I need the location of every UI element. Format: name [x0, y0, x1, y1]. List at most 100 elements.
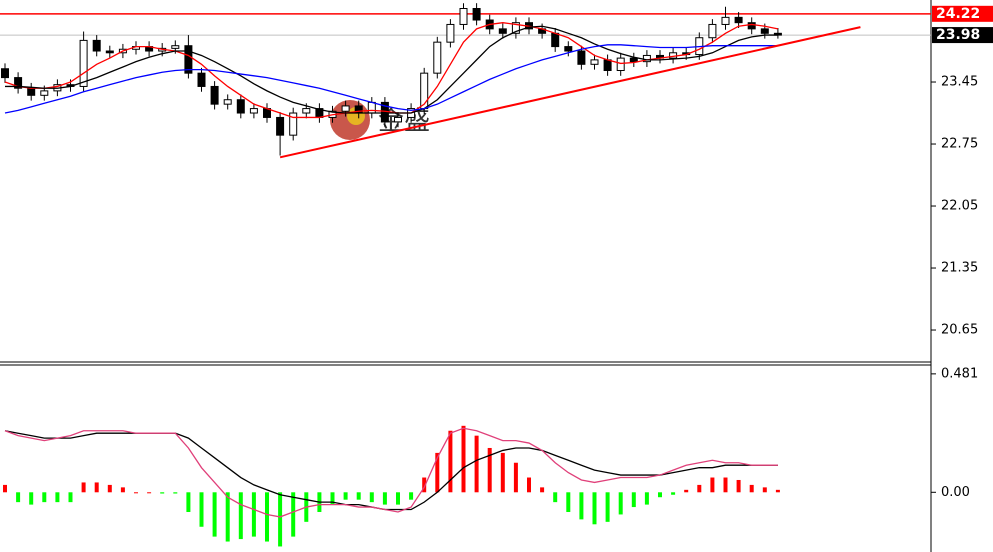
macd-bar [500, 452, 505, 493]
macd-bar [16, 492, 21, 503]
macd-bar [605, 492, 610, 522]
indicator-line [4, 44, 778, 114]
macd-bar [291, 492, 296, 537]
y-tick-label: 20.65 [941, 323, 978, 338]
macd-bar [265, 492, 269, 542]
macd-bar [29, 492, 34, 505]
macd-bar [448, 430, 453, 493]
macd-bar [461, 425, 466, 493]
candle-body [79, 39, 88, 87]
candle-body [1, 68, 9, 79]
macd-bar [749, 484, 754, 493]
y-tick-label: 21.35 [941, 261, 978, 276]
macd-bar [723, 477, 728, 493]
macd-bar [775, 489, 780, 493]
candle-body [105, 50, 114, 54]
candle-body [498, 28, 507, 34]
macd-bar [225, 492, 230, 542]
y-tick-label: 22.75 [941, 137, 978, 152]
macd-bar [435, 452, 440, 493]
macd-bar [42, 492, 47, 503]
macd-bar [527, 477, 531, 493]
candle-body [603, 59, 612, 72]
macd-bar [94, 482, 99, 493]
candle-body [184, 45, 193, 74]
candle-body [564, 46, 573, 52]
macd-bar [592, 492, 597, 525]
candle-body [27, 87, 36, 96]
candle-body [171, 45, 180, 49]
macd-bar [736, 479, 741, 493]
macd-bar [330, 492, 335, 505]
candle-body [629, 57, 638, 63]
candle-body [734, 16, 743, 24]
macd-bar [120, 487, 125, 493]
candle-body [511, 22, 520, 34]
candle-body [577, 50, 586, 65]
candle-body [302, 108, 311, 114]
price-label: 24.22 [936, 6, 980, 22]
candle-body [472, 8, 481, 21]
macd-bar [147, 492, 152, 494]
candle-body [367, 101, 376, 114]
candle-body [551, 32, 560, 48]
macd-bar [68, 492, 73, 503]
indicator-line [5, 25, 778, 114]
macd-bar [134, 492, 138, 494]
macd-bar [684, 489, 689, 493]
macd-bar [422, 477, 427, 493]
candle-body [590, 59, 599, 65]
indicator-line [4, 427, 778, 518]
macd-bar [343, 492, 348, 500]
macd-bar [513, 462, 518, 493]
y-tick-label: 0.00 [941, 485, 970, 500]
macd-bar [762, 487, 767, 493]
macd-bar [487, 447, 492, 493]
macd-bar [3, 484, 7, 493]
candle-body [40, 90, 49, 96]
macd-bar [710, 477, 715, 493]
candle-body [276, 116, 285, 136]
macd-bar [356, 492, 361, 500]
macd-bar [579, 492, 584, 520]
macd-bar [644, 492, 649, 505]
macd-bar [540, 487, 545, 493]
macd-bar [618, 492, 623, 515]
price-label-box [932, 27, 993, 44]
candle-body [446, 23, 455, 43]
macd-bar [697, 484, 702, 493]
macd-bar [107, 484, 112, 493]
macd-bar [631, 492, 636, 508]
macd-bar [474, 435, 479, 493]
candle-body [721, 16, 730, 25]
macd-bar [671, 492, 676, 495]
macd-bar [199, 492, 204, 527]
candle-body [433, 41, 442, 74]
candle-body [616, 57, 625, 72]
macd-bar [553, 492, 558, 503]
macd-bar [566, 492, 571, 512]
candle-body [197, 72, 206, 87]
macd-bar [186, 492, 191, 512]
price-label-box [932, 5, 993, 22]
macd-bar [396, 492, 400, 505]
macd-bar [382, 492, 387, 505]
price-label: 23.98 [936, 27, 980, 43]
candle-body [210, 85, 219, 105]
macd-bar [369, 492, 374, 503]
trendline [279, 26, 861, 159]
macd-bar [278, 492, 283, 547]
candle-body [747, 22, 756, 30]
macd-bar [658, 492, 662, 498]
candle-body [236, 99, 245, 114]
macd-bar [212, 492, 217, 537]
macd-bar [409, 492, 414, 500]
y-tick-label: 22.05 [941, 199, 978, 214]
candle-body [92, 39, 101, 52]
candle-body [760, 28, 769, 34]
candle-body [289, 112, 298, 136]
candle-body [341, 105, 350, 112]
